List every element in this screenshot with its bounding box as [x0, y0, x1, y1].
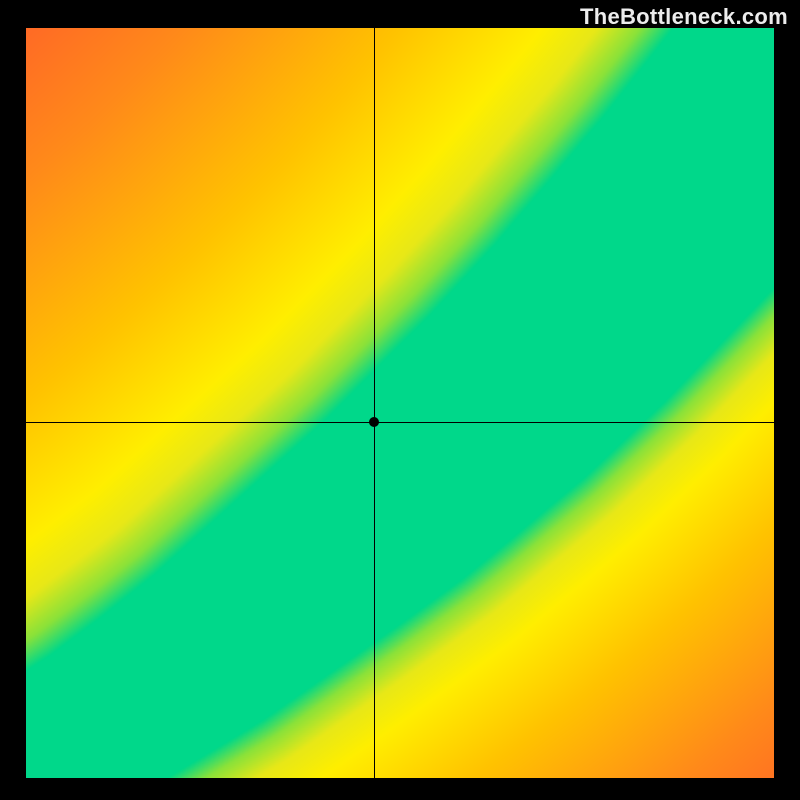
- crosshair-horizontal: [26, 422, 774, 423]
- bottleneck-heatmap: [26, 28, 774, 778]
- crosshair-vertical: [374, 28, 375, 778]
- heatmap-canvas: [26, 28, 774, 778]
- selection-marker: [369, 417, 379, 427]
- watermark-text: TheBottleneck.com: [580, 4, 788, 30]
